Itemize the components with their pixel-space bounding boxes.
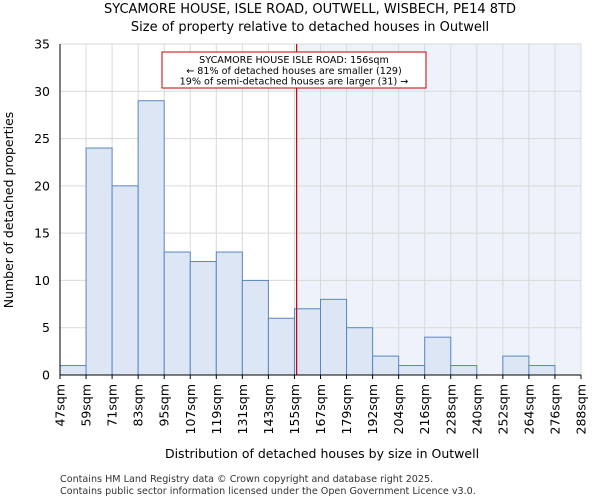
bar — [398, 365, 426, 376]
footer-line-1: Contains HM Land Registry data © Crown c… — [60, 474, 433, 485]
x-tick-label: 71sqm — [105, 384, 120, 427]
bar — [241, 279, 269, 376]
x-tick-label: 276sqm — [547, 384, 562, 434]
x-tick-label: 107sqm — [183, 384, 198, 434]
x-tick-label: 143sqm — [261, 384, 276, 434]
bar — [528, 365, 556, 376]
bar — [424, 336, 452, 376]
annotation-line: SYCAMORE HOUSE ISLE ROAD: 156sqm — [199, 55, 389, 66]
annotation-line: 19% of semi-detached houses are larger (… — [180, 77, 409, 88]
x-tick-label: 119sqm — [209, 384, 224, 434]
bar — [59, 365, 87, 376]
bar — [137, 100, 165, 376]
x-tick-label: 47sqm — [53, 384, 68, 427]
y-tick-label: 15 — [34, 226, 50, 241]
bar — [346, 327, 374, 376]
bar — [320, 298, 348, 376]
bar — [267, 317, 295, 376]
bar — [163, 251, 191, 376]
y-tick-label: 0 — [42, 368, 50, 383]
bar — [502, 355, 530, 376]
x-tick-label: 179sqm — [339, 384, 354, 434]
x-tick-label: 288sqm — [574, 384, 589, 434]
x-tick-label: 95sqm — [157, 384, 172, 427]
x-tick-label: 216sqm — [417, 384, 432, 434]
annotation-box — [161, 51, 427, 89]
bar — [215, 251, 243, 376]
x-tick-label: 131sqm — [235, 384, 250, 434]
x-tick-label: 264sqm — [521, 384, 536, 434]
y-tick-label: 35 — [34, 37, 50, 52]
y-tick-label: 5 — [42, 320, 50, 335]
x-tick-label: 167sqm — [313, 384, 328, 434]
annotation-line: ← 81% of detached houses are smaller (12… — [186, 66, 402, 77]
x-tick-label: 204sqm — [391, 384, 406, 434]
x-tick-label: 155sqm — [287, 384, 302, 434]
footer-line-2: Contains public sector information licen… — [60, 486, 476, 497]
y-tick-label: 30 — [34, 84, 50, 99]
x-tick-label: 59sqm — [79, 384, 94, 427]
bar — [111, 185, 139, 376]
x-tick-label: 192sqm — [365, 384, 380, 434]
x-tick-label: 83sqm — [131, 384, 146, 427]
bar — [450, 365, 478, 376]
bar — [293, 308, 322, 376]
x-tick-label: 252sqm — [495, 384, 510, 434]
y-tick-label: 10 — [34, 273, 50, 288]
x-tick-label: 240sqm — [469, 384, 484, 434]
plot-area: 0 5 10 15 20 25 30 35 47sqm 59sqm 71sqm 83sqm 95sqm 1… — [34, 37, 588, 435]
bar — [85, 147, 113, 376]
y-axis-title: Number of detached properties — [1, 112, 16, 309]
chart-title: SYCAMORE HOUSE, ISLE ROAD, OUTWELL, WISB… — [104, 2, 516, 17]
bar — [189, 261, 217, 376]
y-tick-label: 25 — [34, 131, 50, 146]
chart-subtitle: Size of property relative to detached ho… — [131, 20, 489, 35]
x-axis-title: Distribution of detached houses by size … — [165, 446, 479, 461]
bar — [372, 355, 400, 376]
x-tick-label: 228sqm — [443, 384, 458, 434]
y-tick-label: 20 — [34, 178, 50, 193]
